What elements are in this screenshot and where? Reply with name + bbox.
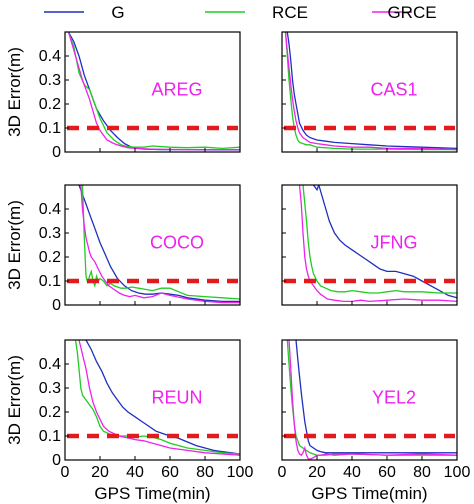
station-label-yel2: YEL2 [372,388,416,408]
y-tick-label: 0.4 [39,356,61,373]
y-tick-label: 0.2 [39,249,61,266]
legend: G RCE GRCE [44,3,437,22]
series-line-grce-jfng [298,185,457,303]
station-label-coco: COCO [150,233,204,253]
series-line-rce-cas1 [284,32,457,151]
y-tick-label: 0 [52,452,61,469]
y-tick-label: 0 [52,144,61,161]
station-label-cas1: CAS1 [370,80,417,100]
panel-areg: 0 0.1 0.2 0.3 0.4 AREG 3D Error(m) [5,31,241,161]
y-axis-label: 3D Error(m) [5,355,24,445]
series-line-g-yel2 [295,340,457,454]
y-tick-label: 0.4 [39,201,61,218]
series-line-grce-reun [78,340,240,456]
axis-frame-cas1 [281,31,458,153]
series-line-g-coco [78,185,240,303]
y-tick-label: 0.1 [39,273,61,290]
panel-yel2: 0 20 40 60 80 100 YEL2 [278,339,471,481]
x-tick-label: 40 [343,464,361,481]
station-label-jfng: JFNG [371,233,418,253]
y-axis-label: 3D Error(m) [5,47,24,137]
series-line-g-reun [85,340,240,455]
axis-frame-coco [64,184,241,306]
plot-area-yel2 [284,340,457,460]
series-line-grce-cas1 [284,32,457,151]
x-axis-label-right: GPS Time(min) [311,484,427,503]
series-line-rce-coco [81,185,240,300]
y-tick-label: 0.3 [39,225,61,242]
station-label-reun: REUN [151,388,202,408]
series-line-rce-reun [74,340,240,455]
x-tick-label: 0 [278,464,287,481]
y-tick-label: 0.2 [39,404,61,421]
x-tick-label: 40 [126,464,144,481]
axis-frame-yel2 [281,339,458,461]
panel-jfng: JFNG [281,184,458,306]
station-label-areg: AREG [151,80,202,100]
y-tick-label: 0 [52,297,61,314]
x-tick-label: 0 [61,464,70,481]
series-line-rce-jfng [302,185,457,294]
plot-area-reun [67,340,240,456]
y-tick-label: 0.3 [39,72,61,89]
y-tick-label: 0.4 [39,48,61,65]
axis-frame-jfng [281,184,458,306]
x-tick-label: 20 [308,464,326,481]
y-tick-label: 0.3 [39,380,61,397]
legend-label-grce: GRCE [387,3,436,22]
x-axis-label-left: GPS Time(min) [94,484,210,503]
y-axis-label: 3D Error(m) [5,200,24,290]
series-line-grce-yel2 [288,340,457,460]
x-tick-label: 100 [227,464,254,481]
legend-label-rce: RCE [272,3,308,22]
panel-coco: 0 0.1 0.2 0.3 0.4 COCO 3D Error(m) [5,184,241,314]
x-tick-label: 60 [161,464,179,481]
y-tick-label: 0.1 [39,428,61,445]
plot-area-coco [67,185,240,304]
plot-area-cas1 [284,32,457,151]
panel-cas1: CAS1 [281,31,458,153]
x-tick-label: 60 [378,464,396,481]
x-tick-label: 80 [413,464,431,481]
series-line-g-cas1 [286,32,457,150]
panel-reun: 0 0.1 0.2 0.3 0.4 0 20 40 60 80 100 REUN 3D Error(m) [5,339,254,481]
x-tick-label: 80 [196,464,214,481]
legend-label-g: G [111,3,124,22]
axis-frame-areg [64,31,241,153]
plot-area-jfng [284,185,457,303]
x-tick-label: 100 [444,464,471,481]
y-tick-label: 0.1 [39,120,61,137]
series-line-grce-coco [80,185,240,304]
y-tick-label: 0.2 [39,96,61,113]
x-tick-label: 20 [91,464,109,481]
axis-frame-reun [64,339,241,461]
